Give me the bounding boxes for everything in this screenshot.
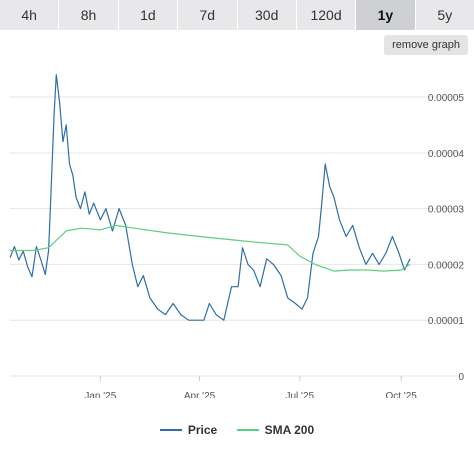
tab-8h[interactable]: 8h xyxy=(59,0,119,30)
x-tick-label: Oct '25 xyxy=(385,391,417,398)
tab-5y[interactable]: 5y xyxy=(415,0,474,30)
chart-legend: Price SMA 200 xyxy=(0,420,474,437)
sma-legend-swatch xyxy=(236,429,259,431)
tab-1d[interactable]: 1d xyxy=(118,0,179,30)
remove-graph-button[interactable]: remove graph xyxy=(384,35,468,55)
price-legend-swatch xyxy=(159,429,182,431)
tab-1y[interactable]: 1y xyxy=(356,0,416,30)
timeframe-tabs: 4h 8h 1d 7d 30d 120d 1y 5y xyxy=(0,0,474,30)
x-tick-label: Apr '25 xyxy=(184,391,216,398)
y-tick-label: 0.00003 xyxy=(428,205,465,216)
x-tick-label: Jul '25 xyxy=(286,391,315,398)
price-chart: 0 0.00001 0.00002 0.00003 0.00004 0.00005 Jan … xyxy=(9,74,465,398)
tab-7d[interactable]: 7d xyxy=(178,0,238,30)
y-tick-label: 0.00001 xyxy=(428,316,465,327)
y-tick-label: 0.00004 xyxy=(428,149,465,160)
tab-30d[interactable]: 30d xyxy=(237,0,297,30)
price-series-line xyxy=(9,74,411,321)
legend-item-price[interactable]: Price xyxy=(159,423,218,437)
x-tick-label: Jan '25 xyxy=(84,391,116,398)
tab-4h[interactable]: 4h xyxy=(0,0,60,30)
y-tick-label: 0.00005 xyxy=(428,93,465,104)
y-tick-label: 0 xyxy=(458,372,464,383)
y-tick-label: 0.00002 xyxy=(428,260,465,271)
tab-120d[interactable]: 120d xyxy=(296,0,357,30)
legend-label-price: Price xyxy=(187,423,218,437)
legend-label-sma: SMA 200 xyxy=(264,423,315,437)
legend-item-sma[interactable]: SMA 200 xyxy=(236,423,315,437)
sma-200-series-line xyxy=(10,224,411,272)
